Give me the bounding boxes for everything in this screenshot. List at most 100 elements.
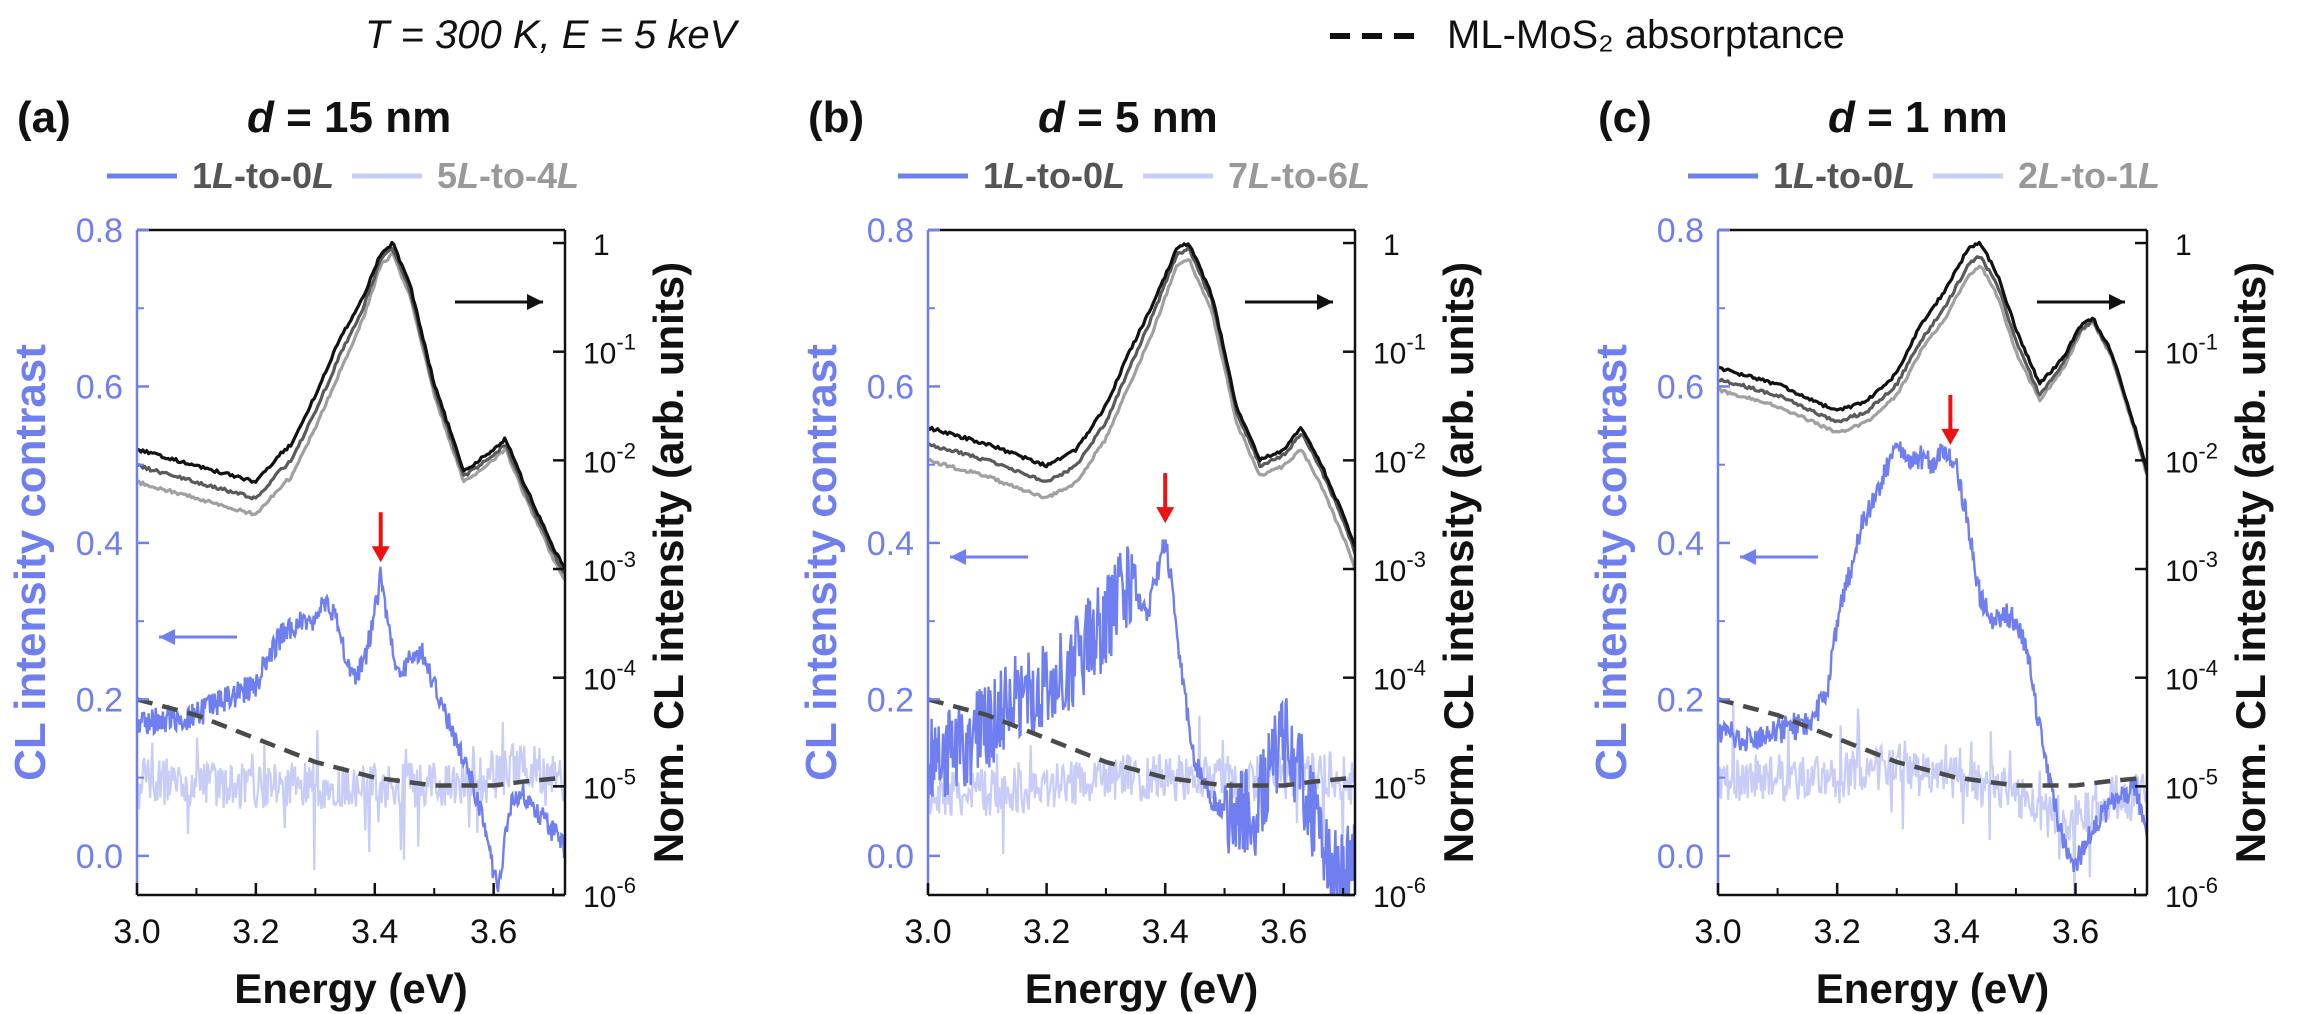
y-right-tick-label: 1 [593,229,610,262]
panel-label: (a) [17,93,71,142]
red-arrow [371,512,390,563]
right-axis-arrow-head [527,294,543,310]
x-tick-label: 3.6 [470,913,517,951]
condition-text: T = 300 K, E = 5 keV [365,13,740,57]
panels: 0.0 0.2 0.4 0.6 0.8 3.0 3.2 3.4 3.6 10-6 10-5 10-4 1… [6,93,2274,1012]
y-left-axis-title: CL intensity contrast [797,344,846,781]
left-axis-arrow [1740,549,1818,565]
legend: 1L-to-0L 7L-to-6L [898,155,1370,196]
y-left-tick-label: 0.0 [1657,838,1704,876]
y-right-tick-label: 10-1 [2165,330,2218,371]
legend-main-label: 1L-to-0L [192,155,334,196]
left-axis-arrow-head [159,629,175,645]
x-tick-label: 3.0 [904,913,951,951]
y-left-axis-title: CL intensity contrast [6,344,55,781]
legend: 1L-to-0L 2L-to-1L [1688,155,2160,196]
y-right-tick-label: 10-2 [2165,438,2218,479]
y-right-tick-label: 10-5 [1373,764,1426,805]
x-axis-title: Energy (eV) [234,965,467,1012]
right-axis-arrow-head [1317,294,1333,310]
y-left-tick-label: 0.4 [76,525,123,563]
y-right-tick-label: 10-6 [583,873,636,914]
left-axis-arrow-head [950,549,966,565]
legend-main-label: 1L-to-0L [983,155,1125,196]
legend-light-label: 7L-to-6L [1228,155,1370,196]
y-right-tick-label: 10-4 [1373,656,1426,697]
absorptance-legend-text: ML-MoS₂ absorptance [1447,13,1845,57]
red-arrow-head [371,546,390,563]
y-right-tick-label: 10-4 [583,656,636,697]
y-right-tick-label: 10-3 [2165,547,2218,588]
y-left-tick-label: 0.8 [76,212,123,250]
y-right-tick-label: 1 [2175,229,2192,262]
spectrum-light-line [1718,264,2147,476]
y-left-tick-label: 0.2 [867,681,914,719]
red-arrow [1941,394,1960,445]
right-axis-arrow [455,294,543,310]
plot-area [928,242,1355,895]
panel-a: 0.0 0.2 0.4 0.6 0.8 3.0 3.2 3.4 3.6 10-6 10-5 10-4 1… [6,93,692,1012]
y-right-tick-label: 10-4 [2165,656,2218,697]
plot-area [137,240,565,893]
x-tick-label: 3.0 [1694,913,1741,951]
spectrum-mid-line [137,246,565,575]
y-left-tick-label: 0.8 [1657,212,1704,250]
x-tick-label: 3.4 [1142,913,1189,951]
left-axis-arrow [950,549,1028,565]
legend-main-label: 1L-to-0L [1773,155,1915,196]
y-right-tick-label: 10-2 [583,438,636,479]
x-tick-label: 3.6 [2052,913,2099,951]
y-left-tick-label: 0.0 [76,838,123,876]
y-left-tick-label: 0.2 [1657,681,1704,719]
y-right-tick-label: 10-6 [2165,873,2218,914]
y-right-tick-label: 10-3 [1373,547,1426,588]
absorptance-line [137,697,565,788]
contrast-light-line [1718,704,2147,895]
left-axis-arrow-head [1740,549,1756,565]
y-left-tick-label: 0.4 [1657,525,1704,563]
spectrum-dark-line [1718,240,2147,472]
x-tick-label: 3.4 [351,913,398,951]
panel-b: 0.0 0.2 0.4 0.6 0.8 3.0 3.2 3.4 3.6 10-6 10-5 10-4 1… [797,93,1482,1012]
y-left-tick-label: 0.0 [867,838,914,876]
absorptance-line [928,697,1355,788]
y-right-tick-label: 10-2 [1373,438,1426,479]
panel-title: d = 5 nm [1038,93,1218,142]
red-arrow-head [1156,507,1175,524]
panel-c: 0.0 0.2 0.4 0.6 0.8 3.0 3.2 3.4 3.6 10-6 10-5 10-4 1… [1587,93,2274,1012]
panel-label: (b) [808,93,864,142]
y-right-tick-label: 1 [1383,229,1400,262]
y-right-axis-title: Norm. CL intensity (arb. units) [1435,262,1482,863]
x-tick-label: 3.2 [1814,913,1861,951]
x-axis-title: Energy (eV) [1025,965,1258,1012]
plot-area [1718,240,2147,895]
panel-title: d = 1 nm [1828,93,2008,142]
left-axis-arrow [159,629,237,645]
right-axis-arrow [1245,294,1333,310]
y-right-tick-label: 10-6 [1373,873,1426,914]
spectrum-mid-line [928,245,1355,555]
y-left-tick-label: 0.6 [76,368,123,406]
red-arrow [1156,473,1175,524]
y-right-axis-title: Norm. CL intensity (arb. units) [645,262,692,863]
spectrum-light-line [137,251,565,581]
y-left-axis-title: CL intensity contrast [1587,344,1636,781]
right-axis-arrow-head [2109,294,2125,310]
x-tick-label: 3.4 [1933,913,1980,951]
y-left-tick-label: 0.2 [76,681,123,719]
spectrum-dark-line [928,242,1355,548]
spectrum-mid-line [1718,255,2147,475]
panel-title: d = 15 nm [247,93,451,142]
legend: 1L-to-0L 5L-to-4L [107,155,579,196]
legend-light-label: 2L-to-1L [2018,155,2160,196]
y-left-tick-label: 0.4 [867,525,914,563]
absorptance-line [1718,697,2147,788]
y-left-tick-label: 0.8 [867,212,914,250]
spectrum-light-line [928,258,1355,571]
x-tick-label: 3.0 [113,913,160,951]
y-right-axis-title: Norm. CL intensity (arb. units) [2227,262,2274,863]
x-axis-title: Energy (eV) [1816,965,2049,1012]
contrast-main-line [1718,441,2147,872]
y-left-tick-label: 0.6 [867,368,914,406]
